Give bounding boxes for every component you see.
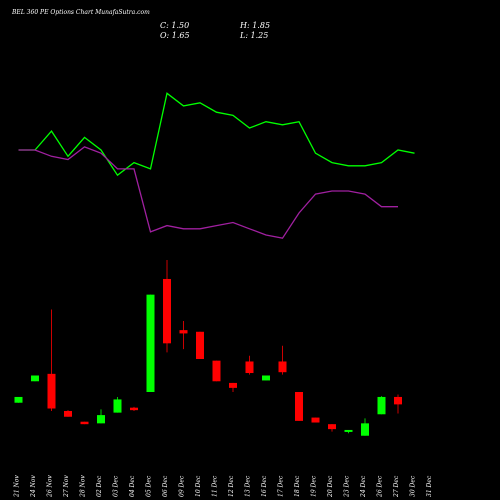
x-tick-label: 13 Dec [245,475,252,497]
candle [262,375,270,381]
candle [311,417,320,423]
x-tick-label: 20 Dec [327,475,334,498]
candle-body [31,375,39,382]
close-value: C: 1.50 [160,21,189,30]
x-tick-label: 12 Dec [228,475,235,497]
candle-body [361,423,369,436]
candle [31,375,39,382]
candle-body [80,421,89,425]
x-tick-label: 30 Dec [410,475,417,497]
low-value: L: 1.25 [239,31,268,40]
candle-body [229,382,237,388]
x-tick-label: 27 Dec [393,475,400,498]
x-tick-label: 04 Dec [129,475,136,497]
candle [14,396,23,403]
candle-body [64,410,72,417]
candle-body [394,396,402,405]
x-tick-label: 11 Dec [212,475,219,497]
candle-body [196,331,204,359]
x-tick-label: 26 Nov [47,475,54,498]
x-tick-label: 23 Dec [344,475,351,498]
x-tick-label: 28 Nov [80,475,87,498]
x-tick-label: 03 Dec [113,475,120,497]
candle-body [130,407,138,411]
candle-body [163,278,171,344]
candle [328,424,336,432]
candle-body [47,373,56,409]
candle-body [146,294,155,392]
candles [14,260,402,436]
x-tick-label: 26 Dec [377,475,384,498]
x-tick-label: 09 Dec [179,475,186,497]
x-tick-label: 18 Dec [294,475,301,497]
candle-body [262,375,270,381]
chart-title: BEL 360 PE Options Chart MunafaSutra.com [11,9,150,16]
candle [163,260,171,353]
candle [146,294,155,392]
candle [47,309,56,411]
candle [64,410,72,417]
x-tick-label: 05 Dec [146,475,153,497]
x-axis-ticks: 21 Nov 24 Nov 26 Nov 27 Nov 28 Nov 02 Dec 03 D… [14,475,434,498]
candle-body [311,417,320,423]
x-tick-label: 16 Dec [261,475,268,497]
open-value: O: 1.65 [160,31,190,40]
candle [196,331,204,359]
x-tick-label: 21 Nov [14,475,21,498]
x-tick-label: 24 Dec [360,475,367,498]
candle [130,406,138,411]
candle-body [14,396,23,403]
candle-body [295,392,303,421]
x-tick-label: 24 Nov [30,475,37,498]
line-series-green [18,92,415,177]
x-tick-label: 02 Dec [96,475,103,497]
line-series-purple [18,146,398,239]
candle [295,392,303,421]
x-tick-label: 17 Dec [278,475,285,497]
candle-body [245,361,254,374]
candle-body [179,330,188,334]
candle [394,394,402,414]
candle-body [344,429,353,432]
candle [361,418,369,436]
candle [278,345,287,375]
candle [80,421,89,425]
candle [344,429,353,434]
candle [245,355,254,375]
candle-body [97,415,105,424]
high-value: H: 1.85 [239,21,270,30]
candle [113,396,122,413]
indicator-lines [18,92,415,239]
candle-body [113,399,122,413]
x-tick-label: 31 Dec [426,475,433,497]
x-tick-label: 06 Dec [162,475,169,497]
x-tick-label: 10 Dec [195,475,202,497]
candle [229,382,237,392]
candle-body [278,361,287,373]
x-tick-label: 19 Dec [311,475,318,497]
candle-body [328,424,336,430]
candle [97,409,105,424]
candle [377,396,386,415]
candle [179,321,188,350]
candle [212,360,221,382]
candle-body [377,396,386,415]
x-tick-label: 27 Nov [63,475,70,498]
candle-body [212,360,221,382]
